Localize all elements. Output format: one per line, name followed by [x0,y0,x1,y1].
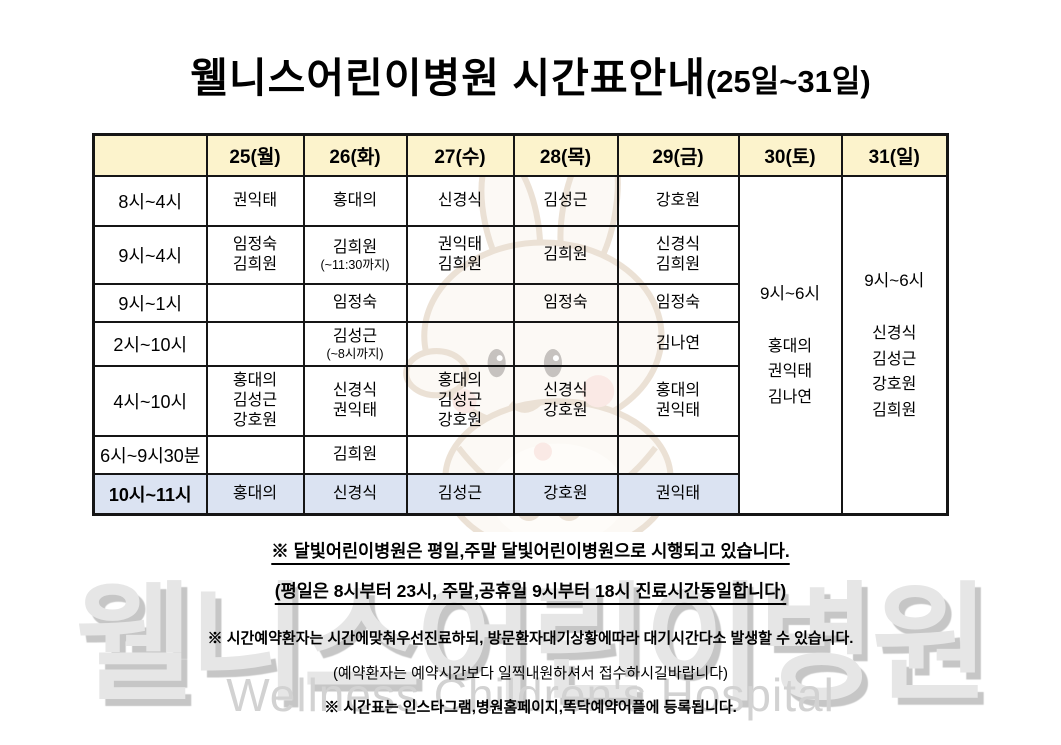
schedule-cell [205,435,305,475]
header-row: 25(월) 26(화) 27(수) 28(목) 29(금) 30(토) 31(일… [92,133,949,177]
schedule-cell: 홍대의 [205,473,305,515]
schedule-cell: 김성근 [405,473,515,515]
schedule-cell [405,283,515,323]
note-line: (평일은 8시부터 23시, 주말,공휴일 9시부터 18시 진료시간동일합니다… [274,581,787,601]
schedule-cell [205,321,305,367]
table-row-late-night: 10시~11시 홍대의 신경식 김성근 강호원 권익태 [92,473,948,515]
table-row: 9시~4시 임정숙 김희원 김희원 (~11:30까지) 권익태 김희원 김희원 … [92,225,948,285]
schedule-cell: 신경식 [302,473,408,515]
schedule-cell: 김희원 [302,435,408,475]
sunday-hours: 9시~6시 [864,271,925,291]
day-header-tue: 26(화) [302,133,408,177]
sunday-cell: 9시~6시 신경식 김성근 강호원 김희원 [840,175,949,515]
note-line: ※ 시간예약환자는 시간에맞춰우선진료하되, 방문환자대기상황에따라 대기시간다… [207,630,854,647]
schedule-cell: 임정숙 [616,283,740,323]
page-title-main: 웰니스어린이병원 시간표안내 [190,55,706,101]
saturday-doctors: 홍대의 권익태 김나연 [767,337,813,407]
day-header-sat: 30(토) [737,133,843,177]
schedule-cell: 임정숙 [302,283,408,323]
schedule-cell [512,435,619,475]
time-cell: 6시~9시30분 [92,435,208,475]
schedule-cell [616,435,740,475]
schedule-cell: 신경식 강호원 [512,365,619,437]
note-line: (예약환자는 예약시간보다 일찍내원하셔서 접수하시길바랍니다) [332,665,729,682]
schedule-cell: 신경식 김희원 [616,225,740,285]
schedule-cell: 김희원 [512,225,619,285]
schedule-cell: 김나연 [616,321,740,367]
table-row: 2시~10시 김성근 (~8시까지) 김나연 [92,321,948,367]
time-cell: 4시~10시 [92,365,208,437]
table-row: 4시~10시 홍대의 김성근 강호원 신경식 권익태 홍대의 김성근 강호원 신… [92,365,948,437]
time-cell: 10시~11시 [92,473,208,515]
day-header-fri: 29(금) [616,133,740,177]
schedule-cell [512,321,619,367]
day-header-mon: 25(월) [205,133,305,177]
time-cell: 9시~4시 [92,225,208,285]
schedule-table: 25(월) 26(화) 27(수) 28(목) 29(금) 30(토) 31(일… [92,133,949,516]
saturday-hours: 9시~6시 [759,283,821,303]
day-header-wed: 27(수) [405,133,515,177]
schedule-cell: 홍대의 김성근 강호원 [205,365,305,437]
table-row: 8시~4시 권익태 홍대의 신경식 김성근 강호원 9시~6시 홍대의 권익태 … [92,175,949,515]
schedule-cell: 김성근 [512,175,619,227]
day-header-sun: 31(일) [840,133,949,177]
saturday-cell: 9시~6시 홍대의 권익태 김나연 [737,175,843,515]
note-line: ※ 달빛어린이병원은 평일,주말 달빛어린이병원으로 시행되고 있습니다. [271,541,790,561]
cell-note: (~8시까지) [326,346,384,361]
schedule-cell: 신경식 권익태 [302,365,408,437]
schedule-cell: 홍대의 [302,175,408,227]
day-header-thu: 28(목) [512,133,619,177]
schedule-cell: 홍대의 김성근 강호원 [405,365,515,437]
time-cell: 2시~10시 [92,321,208,367]
time-cell: 9시~1시 [92,283,208,323]
schedule-cell: 임정숙 [512,283,619,323]
schedule-cell: 신경식 [405,175,515,227]
corner-cell [92,133,208,177]
footer-notes: ※ 달빛어린이병원은 평일,주말 달빛어린이병원으로 시행되고 있습니다. (평… [0,538,1061,717]
schedule-cell: 강호원 [512,473,619,515]
sunday-doctors: 신경식 김성근 강호원 김희원 [872,325,917,419]
schedule-cell: 김희원 (~11:30까지) [302,225,408,285]
schedule-cell: 권익태 [205,175,305,227]
page-title-range: (25일~31일) [705,64,871,99]
schedule-cell: 강호원 [616,175,740,227]
schedule-cell: 권익태 [616,473,740,515]
table-row: 6시~9시30분 김희원 [92,435,948,475]
table-row: 9시~1시 임정숙 임정숙 임정숙 [92,283,948,323]
schedule-cell: 홍대의 권익태 [616,365,740,437]
schedule-cell [405,321,515,367]
schedule-cell: 권익태 김희원 [405,225,515,285]
note-line: ※ 시간표는 인스타그램,병원홈페이지,똑닥예약어플에 등록됩니다. [324,699,737,716]
page-title: 웰니스어린이병원 시간표안내(25일~31일) [0,44,1061,104]
cell-note: (~11:30까지) [320,257,390,272]
schedule-cell: 임정숙 김희원 [205,225,305,285]
schedule-cell [205,283,305,323]
schedule-cell: 김성근 (~8시까지) [302,321,408,367]
time-cell: 8시~4시 [92,175,208,227]
schedule-cell [405,435,515,475]
